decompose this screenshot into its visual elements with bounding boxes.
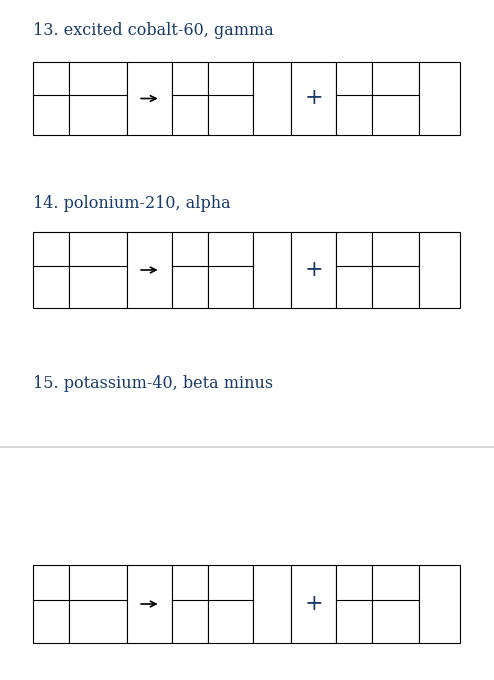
Bar xyxy=(291,232,336,308)
Bar xyxy=(336,232,372,308)
Bar xyxy=(33,62,69,135)
Bar xyxy=(372,565,419,643)
Bar xyxy=(253,232,291,308)
Bar xyxy=(291,565,336,643)
Text: 14. polonium-210, alpha: 14. polonium-210, alpha xyxy=(33,195,231,212)
Bar xyxy=(208,565,253,643)
Bar xyxy=(172,232,208,308)
Bar xyxy=(33,232,69,308)
Bar xyxy=(253,565,291,643)
Bar xyxy=(336,565,372,643)
Bar xyxy=(419,565,460,643)
Bar xyxy=(127,62,172,135)
Bar xyxy=(127,565,172,643)
Bar xyxy=(172,565,208,643)
Bar xyxy=(419,62,460,135)
Bar xyxy=(69,565,127,643)
Bar xyxy=(69,232,127,308)
Bar xyxy=(419,232,460,308)
Bar xyxy=(172,62,208,135)
Bar xyxy=(336,62,372,135)
Bar xyxy=(69,62,127,135)
Bar xyxy=(208,232,253,308)
Bar xyxy=(127,232,172,308)
Text: +: + xyxy=(304,259,323,281)
Bar xyxy=(372,232,419,308)
Bar xyxy=(208,62,253,135)
Text: 13. excited cobalt-60, gamma: 13. excited cobalt-60, gamma xyxy=(33,22,274,39)
Text: +: + xyxy=(304,88,323,109)
Bar xyxy=(253,62,291,135)
Bar xyxy=(33,565,69,643)
Bar xyxy=(291,62,336,135)
Text: +: + xyxy=(304,593,323,615)
Text: 15. potassium-40, beta minus: 15. potassium-40, beta minus xyxy=(33,375,273,392)
Bar xyxy=(372,62,419,135)
